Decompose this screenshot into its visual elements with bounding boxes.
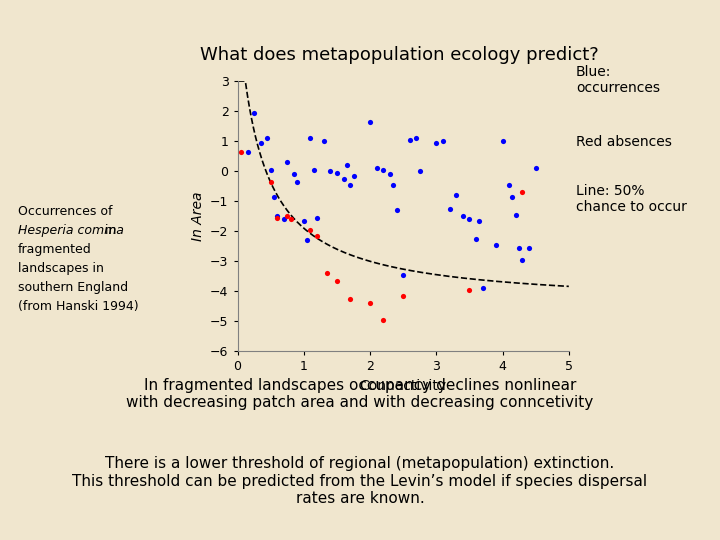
Point [444,204,455,213]
Point [331,168,343,177]
Point [530,164,541,172]
Point [261,134,273,143]
Point [414,167,426,176]
Point [305,225,316,234]
Point [391,206,402,214]
Point [344,180,356,189]
Point [344,294,356,303]
Point [269,192,280,201]
Point [271,212,283,220]
Point [282,158,293,166]
Point [523,243,535,252]
Text: In fragmented landscapes occupancy declines nonlinear
with decreasing patch area: In fragmented landscapes occupancy decli… [127,378,593,410]
Text: in: in [101,224,116,237]
Point [517,255,528,264]
Point [311,213,323,222]
Text: Red absences: Red absences [576,135,672,149]
Point [248,108,260,117]
Point [470,234,482,243]
Point [513,243,525,252]
Point [265,177,276,186]
Point [282,212,293,220]
Point [285,215,297,224]
Point [477,284,488,292]
Point [278,215,289,224]
Point [321,269,333,278]
Text: Line: 50%
chance to occur: Line: 50% chance to occur [576,184,687,214]
X-axis label: Connectivity: Connectivity [359,379,447,393]
Text: What does metapopulation ecology predict?: What does metapopulation ecology predict… [200,46,599,64]
Point [507,192,518,201]
Text: (from Hanski 1994): (from Hanski 1994) [18,300,139,313]
Point [397,270,409,279]
Point [288,170,300,178]
Point [338,174,349,183]
Point [377,315,389,324]
Point [397,291,409,300]
Point [404,135,415,144]
Point [474,216,485,225]
Point [331,276,343,285]
Point [384,170,396,178]
Point [235,147,247,156]
Point [457,212,469,220]
Point [464,285,475,294]
Point [387,180,399,189]
Point [325,167,336,176]
Text: There is a lower threshold of regional (metapopulation) extinction.
This thresho: There is a lower threshold of regional (… [73,456,647,506]
Point [318,137,330,145]
Point [503,180,515,189]
Y-axis label: In Area: In Area [191,191,204,241]
Point [464,215,475,224]
Point [364,117,376,126]
Point [341,161,353,170]
Point [311,231,323,240]
Point [497,137,508,145]
Text: Occurrences of: Occurrences of [18,205,112,218]
Point [255,138,266,147]
Point [410,134,422,143]
Point [298,216,310,225]
Point [437,137,449,145]
Text: Blue:
occurrences: Blue: occurrences [576,65,660,95]
Text: Hesperia comma: Hesperia comma [18,224,124,237]
Point [348,171,359,180]
Text: fragmented: fragmented [18,243,91,256]
Point [271,213,283,222]
Point [431,138,442,147]
Point [364,299,376,307]
Point [510,210,521,219]
Point [292,177,303,186]
Point [265,165,276,174]
Point [371,164,382,172]
Point [377,165,389,174]
Point [305,134,316,143]
Point [517,188,528,197]
Point [242,147,253,156]
Point [308,165,320,174]
Point [490,240,502,249]
Text: landscapes in: landscapes in [18,262,104,275]
Text: southern England: southern England [18,281,128,294]
Point [451,191,462,199]
Point [302,235,313,244]
